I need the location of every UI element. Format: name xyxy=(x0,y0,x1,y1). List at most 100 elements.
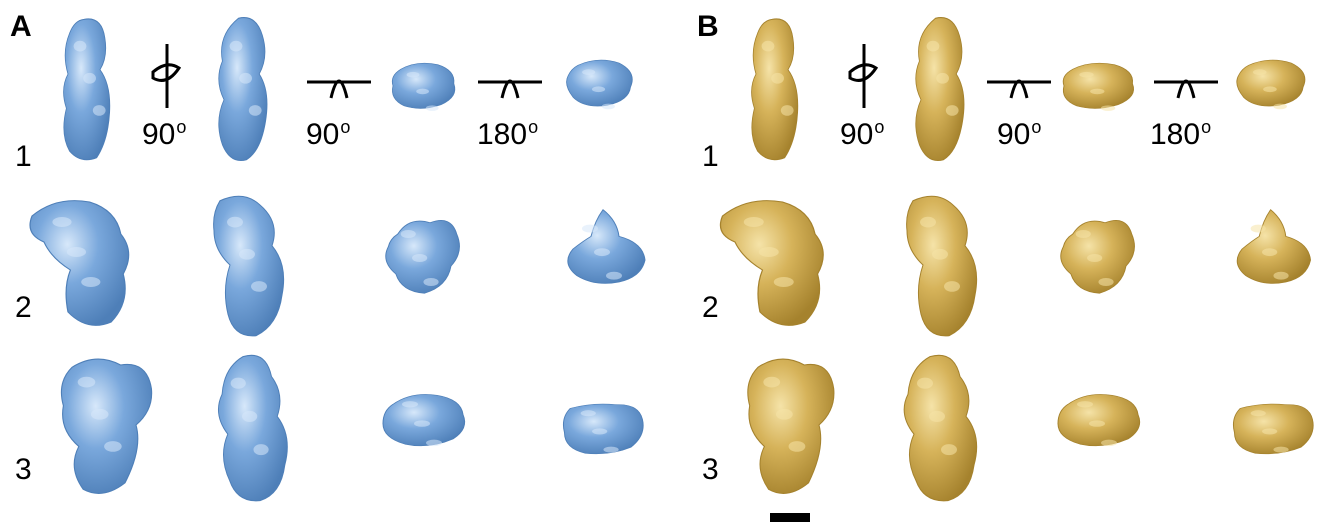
density-map-b-4 xyxy=(1236,59,1306,110)
surface-highlight xyxy=(743,217,764,227)
density-surface xyxy=(566,59,633,107)
density-map-b-6 xyxy=(906,195,978,337)
surface-highlight xyxy=(944,281,960,292)
surface-highlight xyxy=(253,444,269,456)
density-map-b-8 xyxy=(1236,209,1311,284)
surface-highlight xyxy=(77,376,96,388)
density-surface xyxy=(382,394,466,447)
surface-highlight xyxy=(239,248,255,260)
rotation-horizontal-icon xyxy=(1154,79,1218,99)
row-label-b-1: 1 xyxy=(702,140,719,173)
density-map-b-10 xyxy=(903,354,978,502)
density-map-a-12 xyxy=(562,403,644,455)
surface-highlight xyxy=(242,410,258,422)
density-surface xyxy=(63,18,111,161)
angle-label-b-3: 180o xyxy=(1150,117,1212,151)
panel-label-a: A xyxy=(10,10,32,43)
surface-highlight xyxy=(239,72,252,84)
surface-highlight xyxy=(763,376,781,388)
density-surface xyxy=(391,62,456,109)
rotation-vertical-icon xyxy=(848,44,879,108)
surface-highlight xyxy=(1263,86,1277,93)
angle-label-a-2: 90o xyxy=(306,117,351,151)
density-map-b-12 xyxy=(1232,403,1314,455)
scale-bar xyxy=(770,513,810,522)
surface-highlight xyxy=(580,410,596,417)
density-surface xyxy=(29,200,130,326)
panel-label-b: B xyxy=(697,10,719,43)
density-surface xyxy=(567,209,646,284)
density-map-a-11 xyxy=(382,394,466,447)
surface-highlight xyxy=(1250,224,1266,233)
angle-label-b-2: 90o xyxy=(997,117,1042,151)
surface-highlight xyxy=(423,278,439,286)
density-map-a-5 xyxy=(29,200,130,326)
density-map-a-6 xyxy=(213,195,285,337)
surface-highlight xyxy=(1101,439,1117,447)
surface-highlight xyxy=(758,247,779,257)
density-surface xyxy=(751,18,799,161)
surface-highlight xyxy=(788,441,806,452)
surface-highlight xyxy=(1090,88,1105,95)
surface-highlight xyxy=(1262,428,1278,435)
density-surface xyxy=(1236,209,1311,284)
surface-highlight xyxy=(227,216,243,228)
surface-highlight xyxy=(414,420,430,427)
surface-highlight xyxy=(1098,278,1114,286)
density-surface xyxy=(1236,59,1306,107)
density-surface xyxy=(747,358,835,494)
density-map-a-2 xyxy=(218,17,268,161)
surface-highlight xyxy=(248,105,262,116)
surface-highlight xyxy=(66,247,86,257)
surface-highlight xyxy=(771,72,784,84)
surface-highlight xyxy=(406,71,420,78)
surface-highlight xyxy=(920,216,936,228)
density-map-b-2 xyxy=(915,17,965,161)
surface-highlight xyxy=(601,103,615,110)
surface-highlight xyxy=(941,444,957,456)
density-map-b-1 xyxy=(751,18,799,161)
surface-highlight xyxy=(402,401,418,408)
angle-label-a-1: 90o xyxy=(142,117,187,151)
surface-highlight xyxy=(1273,271,1289,280)
surface-highlight xyxy=(1250,410,1266,417)
density-map-a-9 xyxy=(60,358,153,494)
surface-highlight xyxy=(90,408,109,420)
row-label-b-2: 2 xyxy=(702,291,719,324)
surface-highlight xyxy=(1089,420,1105,427)
surface-highlight xyxy=(780,105,794,116)
surface-highlight xyxy=(251,281,267,292)
density-surface xyxy=(1062,62,1134,109)
density-surface xyxy=(906,195,978,337)
rotation-vertical-icon xyxy=(151,44,182,108)
surface-highlight xyxy=(81,277,101,287)
density-surface xyxy=(213,195,285,337)
density-map-a-4 xyxy=(566,59,633,110)
rotation-horizontal-icon xyxy=(987,79,1051,99)
density-map-b-9 xyxy=(747,358,835,494)
surface-highlight xyxy=(926,40,940,52)
angle-label-a-3: 180o xyxy=(477,117,539,151)
surface-highlight xyxy=(426,439,442,447)
density-surface xyxy=(915,17,965,161)
angle-label-b-1: 90o xyxy=(840,117,885,151)
surface-highlight xyxy=(1273,103,1287,110)
surface-highlight xyxy=(412,254,428,262)
surface-highlight xyxy=(416,88,429,95)
surface-highlight xyxy=(52,217,72,227)
row-label-a-3: 3 xyxy=(15,453,32,486)
surface-highlight xyxy=(1079,71,1094,78)
density-surface xyxy=(719,200,824,326)
density-surface xyxy=(903,354,978,502)
surface-highlight xyxy=(229,40,243,52)
surface-highlight xyxy=(104,441,122,452)
density-map-b-11 xyxy=(1057,394,1141,447)
surface-highlight xyxy=(92,105,106,116)
surface-highlight xyxy=(775,408,793,420)
surface-highlight xyxy=(929,410,945,422)
surface-highlight xyxy=(945,105,959,116)
surface-highlight xyxy=(1100,105,1116,111)
surface-highlight xyxy=(594,248,610,257)
surface-highlight xyxy=(592,428,608,435)
